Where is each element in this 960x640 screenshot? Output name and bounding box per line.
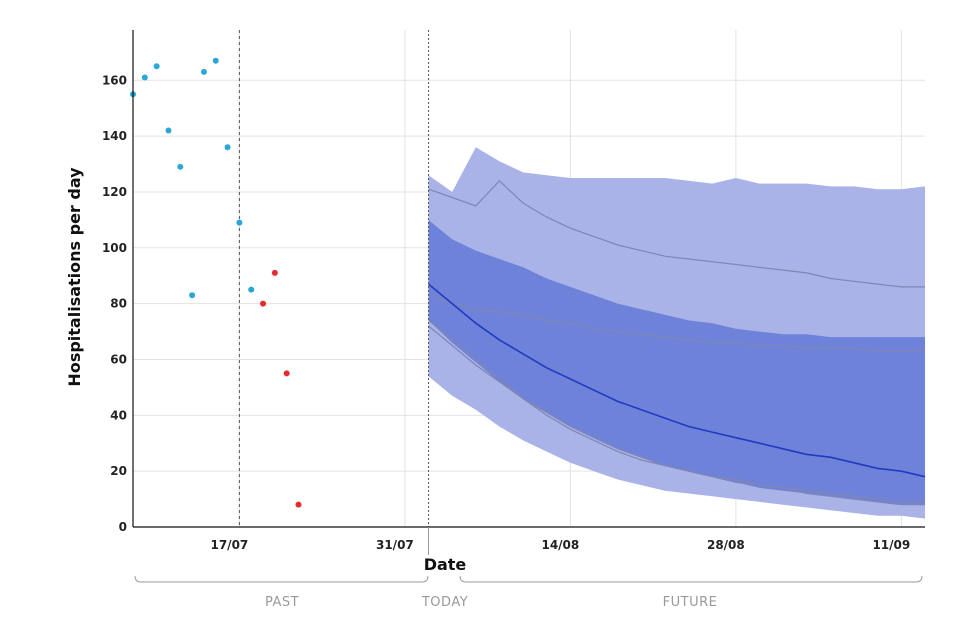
y-tick-label-140: 140 (102, 129, 127, 143)
observed-point-7 (212, 57, 219, 64)
scenario_high-line (428, 179, 925, 288)
scenario_mid-line (428, 294, 925, 352)
axis-labels: Hospitalisations per day Date (65, 167, 466, 574)
inner-band (428, 219, 925, 505)
x-tick-label-17/07: 17/07 (210, 538, 248, 552)
x-tick-label-11/09: 11/09 (872, 538, 910, 552)
recent-point-1 (271, 269, 278, 276)
y-tick-label-80: 80 (110, 297, 127, 311)
recent-point-3 (295, 501, 302, 508)
period-brackets: PAST TODAY FUTURE (134, 575, 923, 610)
y-tick-label-100: 100 (102, 241, 127, 255)
observed-point-5 (189, 292, 196, 299)
observed-point-6 (200, 68, 207, 75)
past-bracket (134, 575, 429, 583)
today-label: TODAY (421, 595, 468, 610)
forecast-bands (428, 147, 925, 519)
forecast-lines (427, 179, 926, 506)
scenario_low_b-line (428, 325, 925, 506)
past-label: PAST (265, 595, 299, 610)
x-tick-label-14/08: 14/08 (541, 538, 579, 552)
observed-point-9 (236, 219, 243, 226)
recent-point-0 (260, 300, 267, 307)
y-tick-label-120: 120 (102, 185, 127, 199)
observed-point-3 (165, 127, 172, 134)
future-label: FUTURE (663, 595, 718, 610)
x-axis-title: Date (424, 555, 467, 574)
x-tick-label-31/07: 31/07 (376, 538, 414, 552)
y-tick-label-0: 0 (119, 520, 127, 534)
x-tick-label-28/08: 28/08 (707, 538, 745, 552)
recent-point-2 (283, 370, 290, 377)
observed-point-4 (177, 163, 184, 170)
future-bracket (459, 575, 923, 583)
y-axis-title: Hospitalisations per day (65, 167, 84, 387)
observed-point-8 (224, 144, 231, 151)
observed-point-10 (248, 286, 255, 293)
y-tick-label-40: 40 (110, 408, 127, 422)
observed-point-2 (153, 63, 160, 70)
y-tick-label-160: 160 (102, 73, 127, 87)
observed-point-1 (141, 74, 148, 81)
y-tick-label-60: 60 (110, 352, 127, 366)
axes: 0 20 40 60 80 100 120 140 160 17/07 31/07 14/08 28/0… (102, 30, 925, 555)
median-line (427, 283, 926, 478)
observed-points (130, 57, 302, 508)
y-tick-label-20: 20 (110, 464, 127, 478)
date-markers (238, 30, 430, 527)
